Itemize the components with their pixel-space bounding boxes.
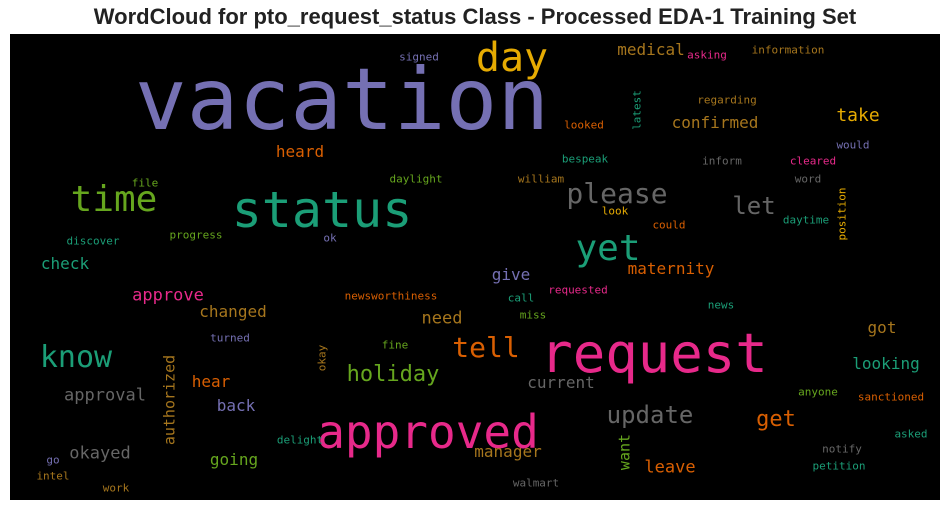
- word-sanctioned: sanctioned: [857, 390, 925, 404]
- word-news: news: [707, 298, 735, 312]
- word-bespeak: bespeak: [561, 152, 609, 166]
- word-medical: medical: [617, 40, 685, 59]
- word-please: please: [566, 177, 668, 210]
- word-position: position: [835, 187, 849, 241]
- word-walmart: walmart: [512, 476, 560, 490]
- word-take: take: [836, 105, 880, 126]
- word-discover: discover: [66, 234, 120, 248]
- word-progress: progress: [169, 228, 223, 242]
- word-petition: petition: [812, 459, 866, 473]
- word-changed: changed: [199, 302, 267, 321]
- word-get: get: [756, 407, 796, 432]
- word-word: word: [794, 172, 822, 186]
- word-tell: tell: [452, 331, 520, 364]
- word-asking: asking: [687, 48, 727, 62]
- word-update: update: [606, 401, 694, 429]
- word-check: check: [40, 254, 90, 273]
- word-hear: hear: [191, 372, 231, 391]
- word-look: look: [601, 204, 629, 218]
- word-know: know: [39, 340, 113, 375]
- word-daylight: daylight: [389, 172, 443, 186]
- word-file: file: [131, 176, 159, 190]
- word-okayed: okayed: [69, 443, 131, 464]
- word-latest: latest: [630, 90, 644, 130]
- word-call: call: [507, 291, 535, 305]
- chart-title: WordCloud for pto_request_status Class -…: [93, 4, 857, 29]
- word-could: could: [652, 218, 686, 232]
- word-request: request: [540, 322, 768, 385]
- word-approval: approval: [64, 385, 146, 406]
- word-current: current: [527, 373, 595, 392]
- word-signed: signed: [399, 50, 439, 64]
- word-approve: approve: [132, 285, 204, 306]
- word-time: time: [70, 179, 158, 220]
- word-delight: delight: [276, 433, 324, 447]
- word-yet: yet: [575, 228, 641, 269]
- word-vacation: vacation: [134, 50, 550, 150]
- word-need: need: [421, 308, 463, 329]
- word-inform: inform: [702, 154, 742, 168]
- word-status: status: [231, 181, 413, 239]
- word-fine: fine: [381, 338, 409, 352]
- word-got: got: [867, 318, 897, 337]
- word-manager: manager: [474, 442, 542, 461]
- word-william: william: [517, 172, 565, 186]
- word-maternity: maternity: [627, 259, 715, 278]
- word-work: work: [102, 481, 130, 495]
- word-day: day: [475, 35, 549, 81]
- word-let: let: [732, 192, 776, 220]
- wordcloud-canvas: vacation status request approved day time yet p…: [10, 34, 940, 500]
- word-authorized: authorized: [160, 354, 179, 446]
- word-give: give: [491, 265, 531, 284]
- word-looked: looked: [564, 118, 604, 132]
- word-leave: leave: [644, 457, 696, 478]
- word-confirmed: confirmed: [671, 113, 759, 132]
- word-holiday: holiday: [346, 362, 440, 387]
- word-asked: asked: [894, 427, 928, 441]
- word-daytime: daytime: [782, 213, 830, 227]
- word-cleared: cleared: [789, 154, 837, 168]
- word-intel: intel: [36, 469, 70, 483]
- word-approved: approved: [317, 405, 539, 459]
- word-anyone: anyone: [798, 385, 838, 399]
- word-would: would: [836, 138, 870, 152]
- word-back: back: [216, 396, 256, 415]
- word-go: go: [46, 453, 60, 467]
- word-looking: looking: [852, 354, 920, 373]
- word-requested: requested: [548, 283, 608, 297]
- word-going: going: [209, 450, 259, 469]
- word-want: want: [615, 433, 634, 471]
- word-regarding: regarding: [697, 93, 757, 107]
- word-turned: turned: [210, 331, 250, 345]
- word-miss: miss: [519, 308, 547, 322]
- word-heard: heard: [275, 142, 325, 161]
- word-newsworthiness: newsworthiness: [344, 289, 438, 303]
- word-information: information: [751, 43, 825, 57]
- word-notify: notify: [822, 442, 862, 456]
- word-ok: ok: [323, 231, 337, 245]
- word-okay: okay: [315, 344, 329, 372]
